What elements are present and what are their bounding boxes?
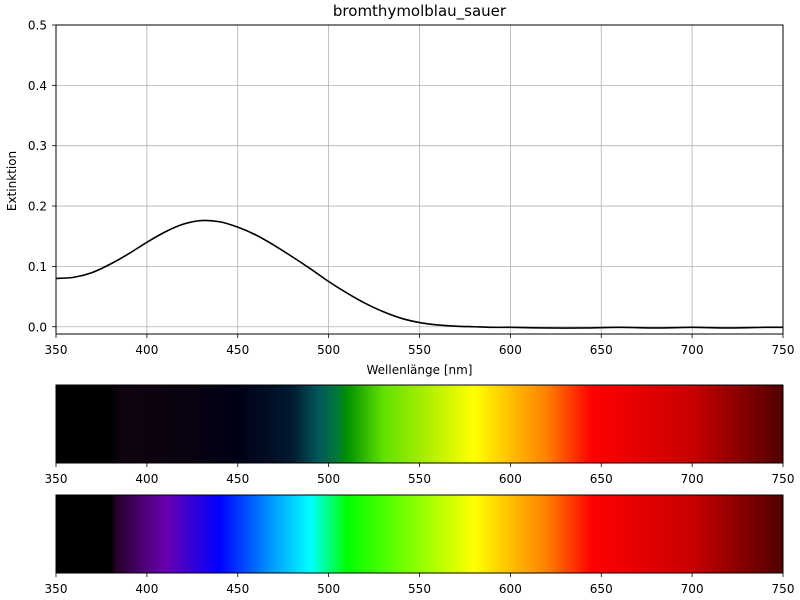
strip-tick-label: 650 [590,472,613,486]
strip-tick-label: 550 [408,582,431,596]
chart-title: bromthymolblau_sauer [333,2,507,21]
x-axis-label: Wellenlänge [nm] [367,363,473,377]
strip-tick-label: 450 [226,582,249,596]
grid-lines [55,24,784,334]
series-lines [55,219,784,329]
absorbance-chart: bromthymolblau_sauer Extinktion Wellenlä… [5,2,794,377]
strip-tick-label: 400 [135,472,158,486]
strip2-x-ticks: 350 400 450 500 550 600 650 700 750 [45,573,795,596]
x-tick-label: 750 [772,343,795,357]
y-tick-label: 0.1 [28,260,47,274]
plot-frame [55,24,784,335]
reference-spectrum-strip: 350 400 450 500 550 600 650 700 750 [45,494,795,596]
strip-tick-label: 350 [45,472,68,486]
x-tick-label: 650 [590,343,613,357]
strip-tick-label: 750 [772,582,795,596]
x-tick-label: 500 [317,343,340,357]
y-tick-label: 0.4 [28,79,47,93]
x-tick-label: 600 [499,343,522,357]
observed-color-strip: 350 400 450 500 550 600 650 700 750 [45,384,795,486]
y-axis-ticks: 0.0 0.1 0.2 0.3 0.4 0.5 [28,19,56,334]
strip-tick-label: 650 [590,582,613,596]
x-tick-label: 700 [681,343,704,357]
strip-tick-label: 500 [317,582,340,596]
extinction-curve [55,219,784,329]
y-tick-label: 0.2 [28,200,47,214]
strip-tick-label: 400 [135,582,158,596]
strip-tick-label: 350 [45,582,68,596]
x-tick-label: 400 [135,343,158,357]
x-axis-ticks: 350 400 450 500 550 600 650 700 750 [45,334,795,357]
strip-tick-label: 600 [499,472,522,486]
strip-tick-label: 450 [226,472,249,486]
strip-tick-label: 600 [499,582,522,596]
x-tick-label: 550 [408,343,431,357]
strip-tick-label: 700 [681,472,704,486]
x-tick-label: 450 [226,343,249,357]
strip1-x-ticks: 350 400 450 500 550 600 650 700 750 [45,463,795,486]
x-tick-label: 350 [45,343,68,357]
y-tick-label: 0.3 [28,139,47,153]
strip-tick-label: 550 [408,472,431,486]
y-tick-label: 0.5 [28,19,47,33]
y-tick-label: 0.0 [28,320,47,334]
strip-tick-label: 700 [681,582,704,596]
strip-tick-label: 750 [772,472,795,486]
observed-spectrum-bar [55,384,784,464]
strip-tick-label: 500 [317,472,340,486]
reference-spectrum-bar [55,494,784,574]
y-axis-label: Extinktion [5,151,19,211]
